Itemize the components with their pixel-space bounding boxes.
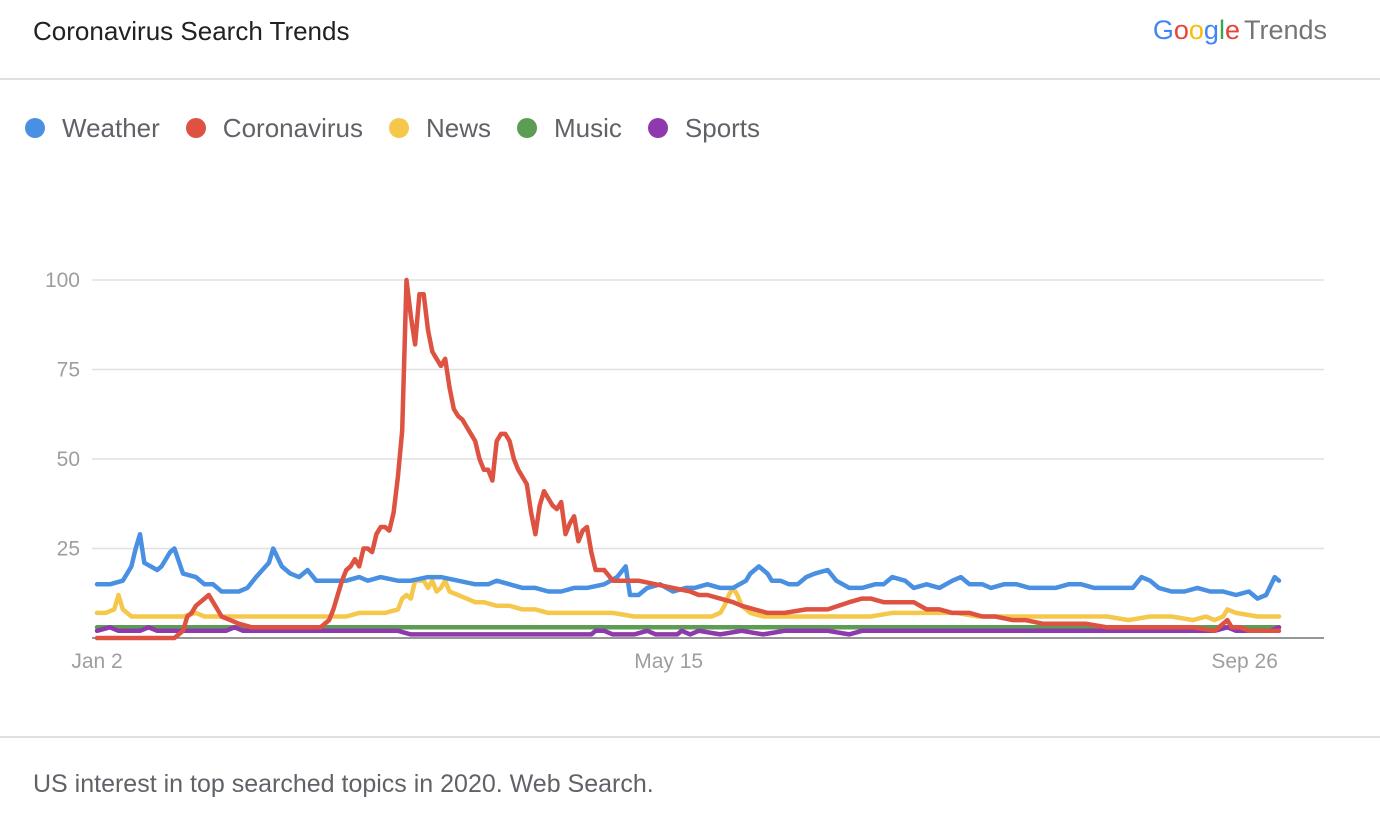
product-name: Trends <box>1243 15 1327 45</box>
line-chart: 25 50 75 100 Jan 2 May 15 Sep 26 <box>45 269 1324 673</box>
x-tick-label: Sep 26 <box>1211 650 1278 673</box>
x-tick-label: Jan 2 <box>71 650 122 673</box>
legend-item-news[interactable]: News <box>388 112 491 144</box>
series-line-weather <box>94 531 1282 601</box>
legend-item-sports[interactable]: Sports <box>647 112 761 144</box>
y-tick-label: 75 <box>57 359 80 382</box>
header: Coronavirus Search Trends Google Trends <box>0 0 1380 80</box>
series-line-news <box>94 578 1282 623</box>
legend-label: Music <box>553 112 622 143</box>
legend-item-music[interactable]: Music <box>516 112 622 144</box>
series-line-sports <box>94 625 1282 637</box>
footer-divider <box>0 736 1380 738</box>
y-tick-label: 50 <box>57 448 80 471</box>
chart-legend: Weather Coronavirus News Music Sports <box>25 110 786 146</box>
chart-caption: US interest in top searched topics in 20… <box>33 770 654 798</box>
legend-swatch <box>25 118 45 138</box>
legend-item-weather[interactable]: Weather <box>25 113 160 144</box>
x-tick-label: May 15 <box>634 650 703 673</box>
legend-swatch <box>185 118 206 138</box>
legend-item-coronavirus[interactable]: Coronavirus <box>185 112 363 144</box>
legend-label: Coronavirus <box>222 112 363 143</box>
y-tick-label: 100 <box>45 269 80 292</box>
legend-swatch <box>516 118 537 138</box>
google-trends-logo[interactable]: Google Trends <box>1153 15 1327 46</box>
legend-label: Weather <box>62 112 160 143</box>
legend-label: News <box>425 112 491 143</box>
legend-swatch <box>388 118 409 138</box>
legend-label: Sports <box>684 112 761 143</box>
page-title: Coronavirus Search Trends <box>33 16 350 46</box>
google-wordmark: Google <box>1152 15 1240 45</box>
y-tick-label: 25 <box>57 538 80 561</box>
legend-swatch <box>647 118 668 138</box>
series-line-coronavirus <box>94 277 1282 641</box>
